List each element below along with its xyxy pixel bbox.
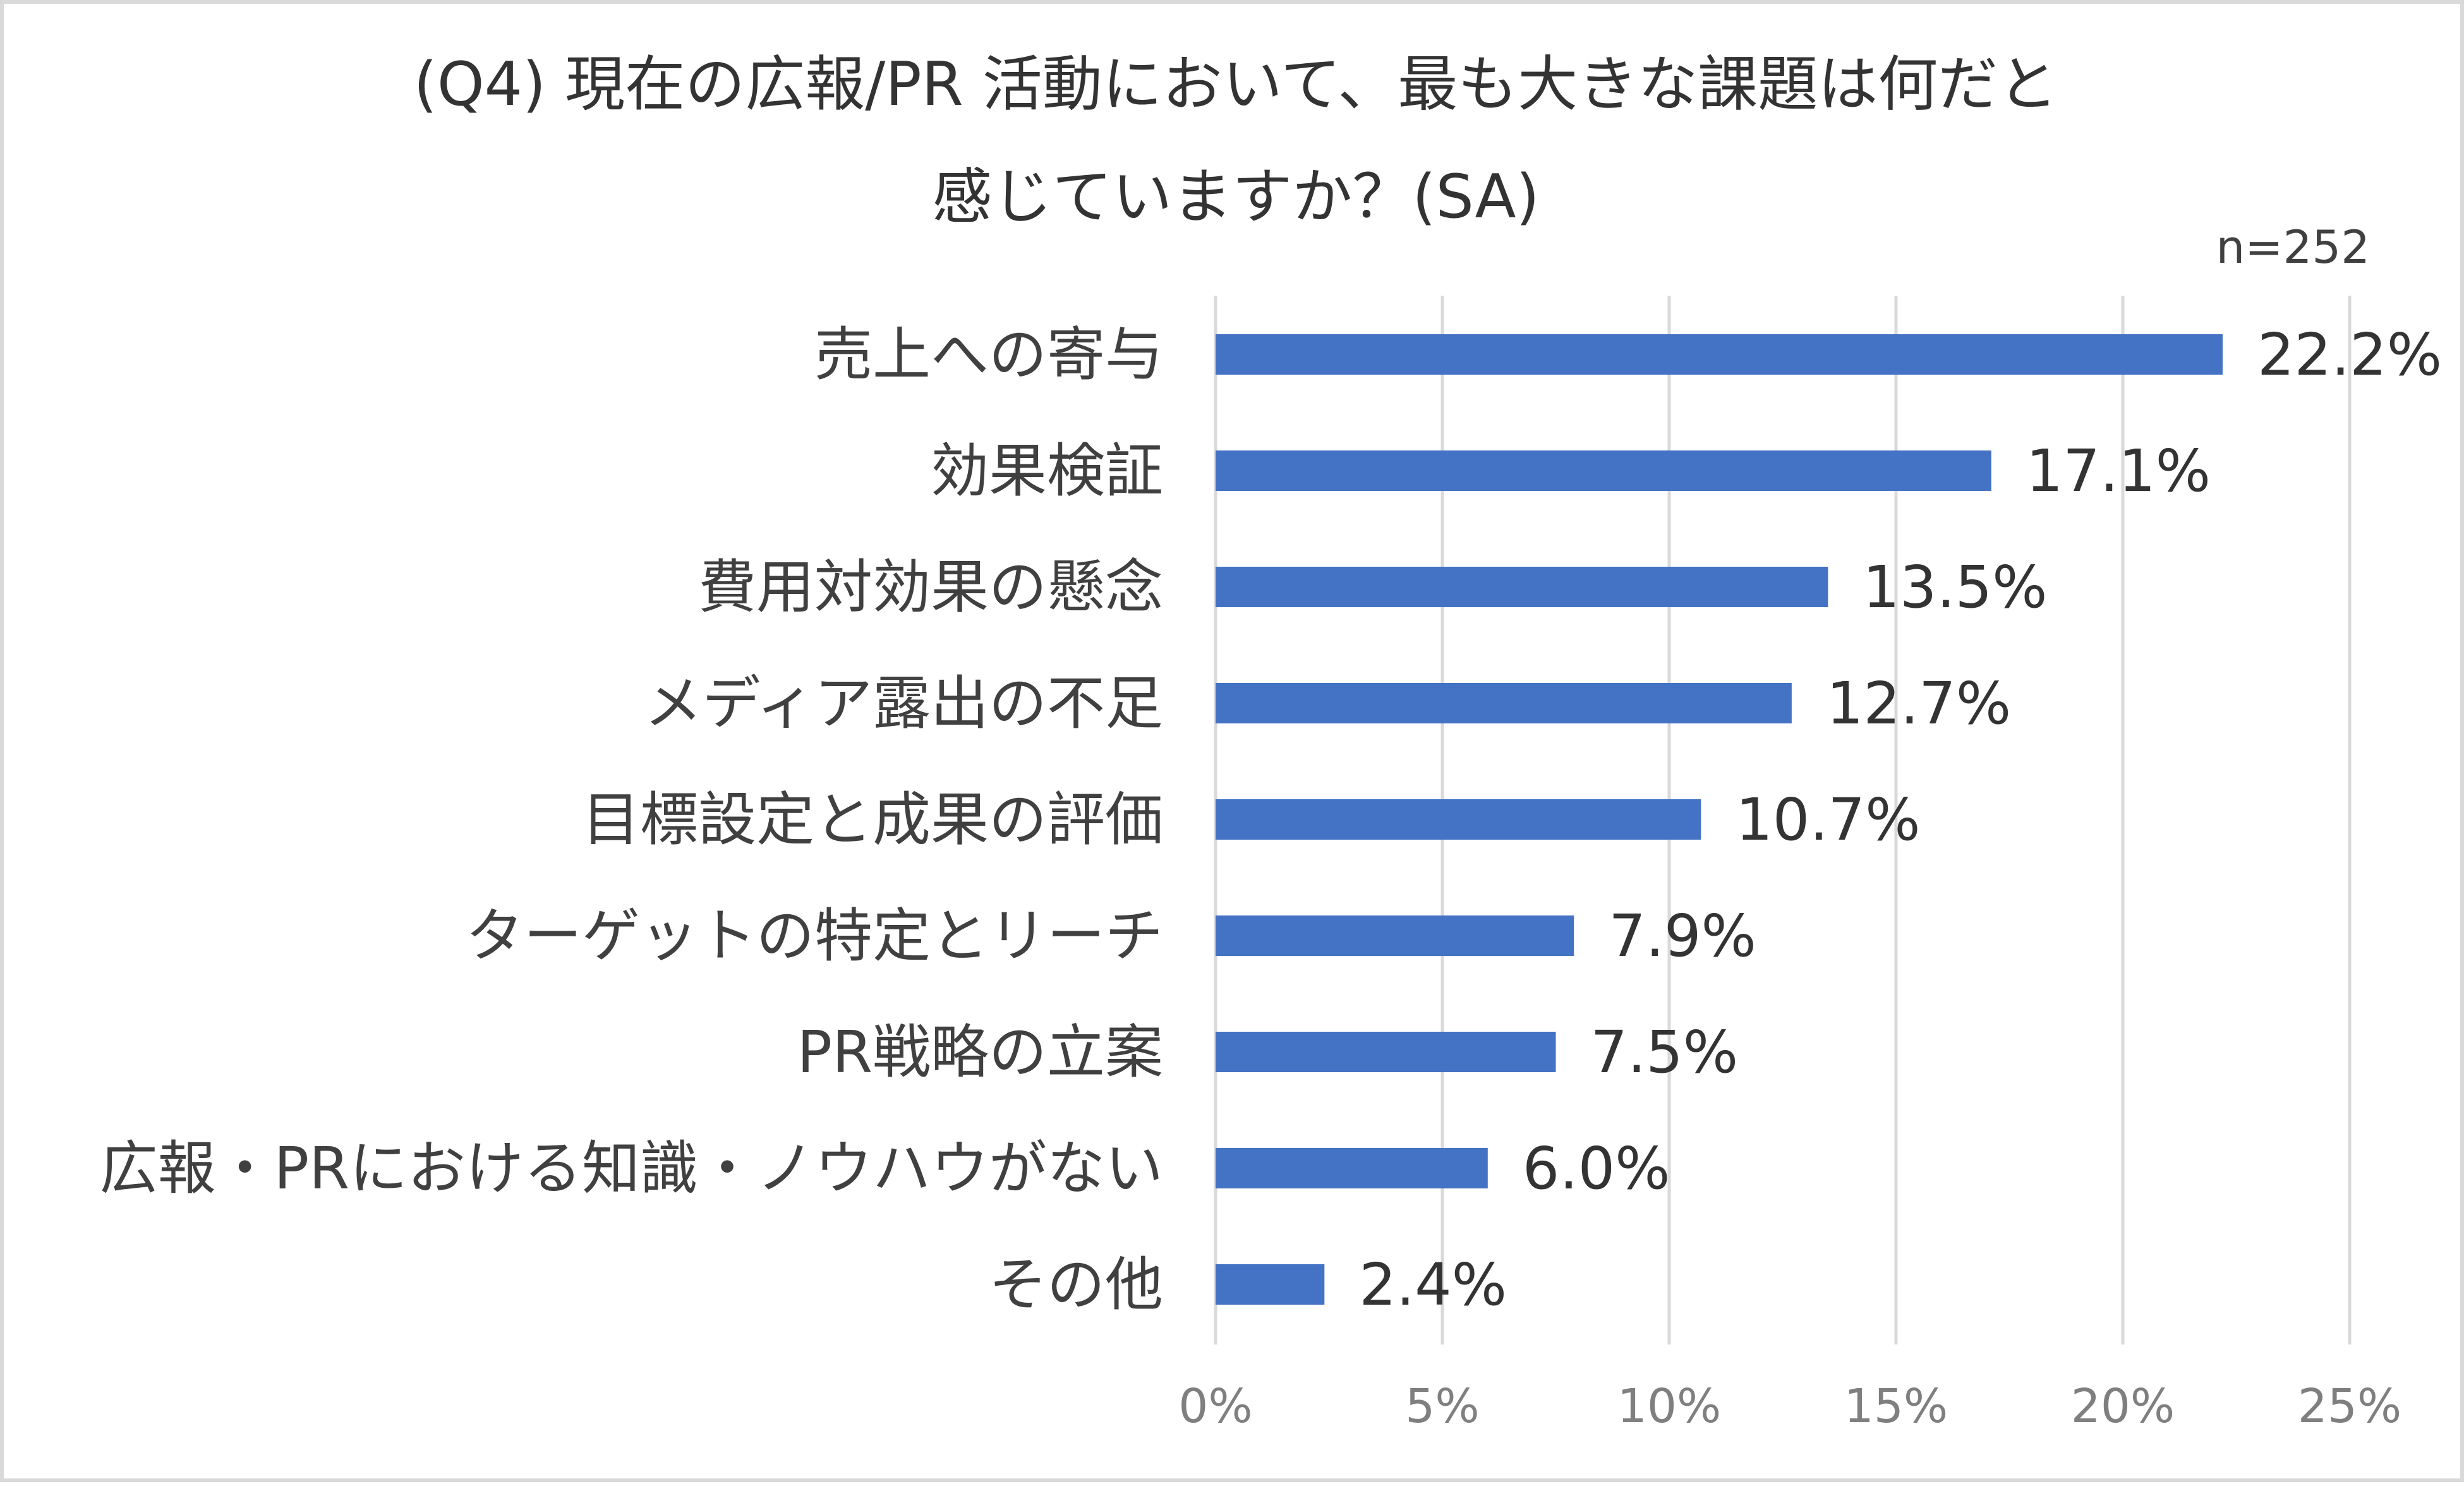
bar-5 [1216,799,1701,840]
value-label: 12.7% [1827,670,2011,737]
value-label: 17.1% [2026,437,2211,505]
bar-8 [1216,1148,1488,1188]
x-tick-label: 15% [1844,1379,1948,1434]
category-label: 広報・PRにおける知識・ノウハウがない [100,1135,1163,1202]
bar-1 [1216,334,2223,375]
category-label: PR戦略の立案 [797,1018,1163,1086]
value-label: 10.7% [1736,786,1920,854]
category-label: 目標設定と成果の評価 [582,786,1163,854]
bar-9 [1216,1264,1325,1305]
chart-title-line-1: (Q4) 現在の広報/PR 活動において、最も大きな課題は何だと [414,50,2058,119]
value-label: 22.2% [2257,321,2442,389]
bars [1216,334,2223,1305]
labels: 0% 5% 10% 15% 20% 25% 売上への寄与 22.2% 効果検証 17.1% 費用対効… [100,321,2443,1434]
category-label: 効果検証 [931,437,1163,505]
bar-chart: 0% 5% 10% 15% 20% 25% 売上への寄与 22.2% 効果検証 17.1% 費用対効… [100,50,2443,1434]
value-label: 2.4% [1359,1251,1507,1319]
bar-3 [1216,567,1828,607]
value-label: 7.5% [1591,1018,1739,1086]
category-label: 売上への寄与 [814,321,1163,389]
bar-2 [1216,450,1991,491]
bar-6 [1216,915,1574,956]
value-label: 13.5% [1863,553,2047,621]
x-tick-label: 25% [2298,1379,2401,1434]
x-tick-label: 5% [1405,1379,1479,1434]
chart-title-line-2: 感じていますか？(SA) [932,162,1539,232]
x-tick-label: 10% [1617,1379,1721,1434]
x-tick-label: 0% [1178,1379,1252,1434]
category-label: メディア露出の不足 [644,670,1163,737]
x-tick-label: 20% [2071,1379,2175,1434]
category-label: 費用対効果の懸念 [698,553,1163,621]
value-label: 7.9% [1609,902,1756,970]
bar-4 [1216,683,1792,723]
value-label: 6.0% [1523,1135,1670,1202]
bar-7 [1216,1032,1556,1072]
category-label: ターゲットの特定とリーチ [466,902,1163,970]
category-label: その他 [989,1251,1163,1319]
sample-size-note: n=252 [2216,220,2370,274]
